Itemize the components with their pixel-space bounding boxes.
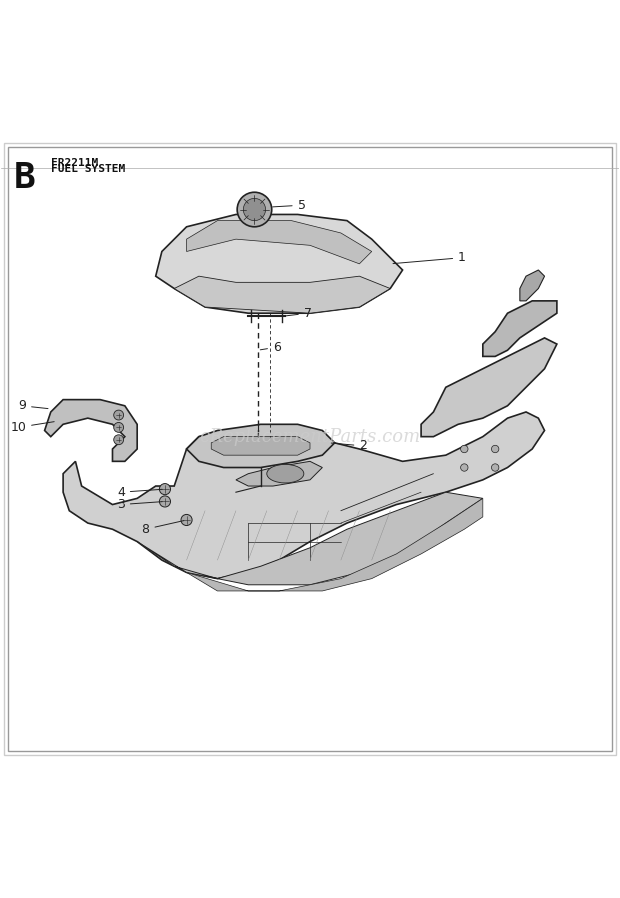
Circle shape bbox=[159, 483, 170, 495]
Text: FUEL SYSTEM: FUEL SYSTEM bbox=[51, 164, 125, 174]
Text: 4: 4 bbox=[117, 486, 162, 498]
Polygon shape bbox=[483, 301, 557, 357]
Text: 7: 7 bbox=[285, 307, 312, 320]
Text: 8: 8 bbox=[141, 521, 184, 536]
Text: 10: 10 bbox=[10, 421, 54, 434]
Circle shape bbox=[492, 445, 499, 453]
Polygon shape bbox=[187, 425, 335, 468]
Polygon shape bbox=[63, 412, 544, 578]
Text: 3: 3 bbox=[117, 498, 162, 511]
Polygon shape bbox=[156, 215, 402, 313]
Polygon shape bbox=[211, 436, 310, 455]
Text: FR2211M: FR2211M bbox=[51, 158, 98, 168]
Circle shape bbox=[181, 515, 192, 525]
Polygon shape bbox=[421, 338, 557, 436]
Circle shape bbox=[113, 422, 123, 432]
Text: 9: 9 bbox=[18, 400, 48, 412]
Text: 5: 5 bbox=[273, 198, 306, 212]
Polygon shape bbox=[45, 400, 137, 462]
Text: 6: 6 bbox=[260, 340, 281, 354]
Text: 2: 2 bbox=[331, 439, 367, 453]
Text: 1: 1 bbox=[393, 251, 466, 264]
Circle shape bbox=[113, 410, 123, 420]
Circle shape bbox=[243, 198, 265, 221]
Polygon shape bbox=[174, 277, 390, 313]
Circle shape bbox=[461, 463, 468, 471]
Circle shape bbox=[159, 496, 170, 507]
Circle shape bbox=[237, 192, 272, 227]
Polygon shape bbox=[187, 221, 372, 264]
Circle shape bbox=[461, 445, 468, 453]
Polygon shape bbox=[187, 498, 483, 591]
Polygon shape bbox=[236, 462, 322, 486]
Text: B: B bbox=[14, 161, 35, 195]
Polygon shape bbox=[137, 492, 483, 585]
Circle shape bbox=[113, 435, 123, 445]
Ellipse shape bbox=[267, 464, 304, 483]
Polygon shape bbox=[520, 270, 544, 301]
Text: eReplacementParts.com: eReplacementParts.com bbox=[200, 427, 420, 445]
Circle shape bbox=[492, 463, 499, 471]
